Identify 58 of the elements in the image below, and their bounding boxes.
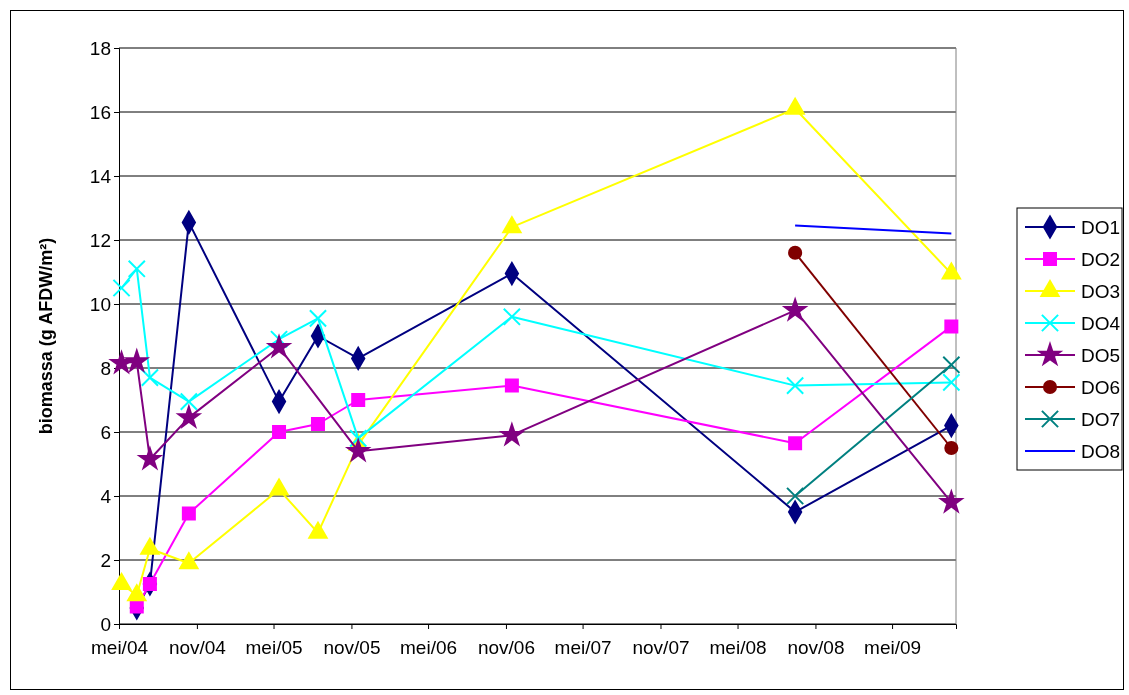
point: [502, 216, 522, 234]
x-tick-label: nov/07: [632, 637, 690, 659]
legend-label: DO6: [1081, 377, 1121, 398]
x-tick-label: mei/09: [864, 637, 922, 659]
point: [136, 445, 163, 471]
point: [181, 506, 196, 521]
legend-label: DO7: [1081, 409, 1121, 430]
y-tick-label: 12: [89, 229, 111, 251]
point: [788, 436, 803, 451]
point: [944, 319, 959, 334]
point: [175, 403, 202, 429]
y-tick-label: 2: [100, 549, 111, 571]
y-tick-label: 18: [89, 37, 111, 59]
legend-label: DO4: [1081, 313, 1121, 334]
point: [272, 425, 287, 439]
y-tick-label: 16: [89, 101, 111, 123]
point: [782, 296, 809, 322]
point: [938, 488, 965, 514]
point: [944, 440, 959, 456]
y-tick-label: 0: [100, 613, 111, 635]
point: [308, 309, 328, 328]
y-axis-title: biomassa (g AFDW/m²): [36, 237, 56, 435]
legend-label: DO1: [1081, 217, 1121, 238]
x-tick-label: nov/04: [168, 637, 227, 659]
legend-label: DO2: [1081, 249, 1121, 270]
point: [786, 376, 805, 395]
point: [266, 333, 293, 359]
point: [127, 259, 146, 278]
x-tick-label: mei/08: [709, 637, 767, 659]
point: [112, 278, 131, 298]
x-tick-label: nov/08: [787, 637, 845, 659]
point: [942, 373, 961, 392]
legend-label: DO3: [1081, 281, 1121, 302]
x-tick-label: mei/06: [400, 637, 458, 659]
x-tick-label: mei/04: [90, 637, 149, 659]
y-tick-label: 10: [89, 293, 111, 315]
point: [498, 421, 525, 447]
x-tick-label: mei/05: [245, 637, 303, 659]
point: [345, 437, 372, 463]
y-tick-label: 4: [100, 485, 112, 507]
point: [140, 368, 159, 387]
x-tick-label: nov/05: [323, 637, 381, 659]
x-tick-label: nov/06: [477, 637, 535, 659]
point: [788, 245, 803, 260]
point: [310, 417, 325, 431]
y-tick-label: 14: [89, 165, 112, 187]
point: [179, 392, 198, 411]
point: [124, 347, 150, 373]
y-tick-label: 6: [100, 421, 111, 443]
point: [504, 378, 519, 393]
point: [502, 307, 521, 326]
legend-label: DO8: [1081, 441, 1121, 462]
point: [351, 393, 366, 407]
y-tick-label: 8: [100, 357, 111, 379]
point: [786, 486, 805, 506]
legend-label: DO5: [1081, 345, 1121, 366]
point: [942, 355, 961, 374]
x-tick-label: mei/07: [554, 637, 612, 659]
